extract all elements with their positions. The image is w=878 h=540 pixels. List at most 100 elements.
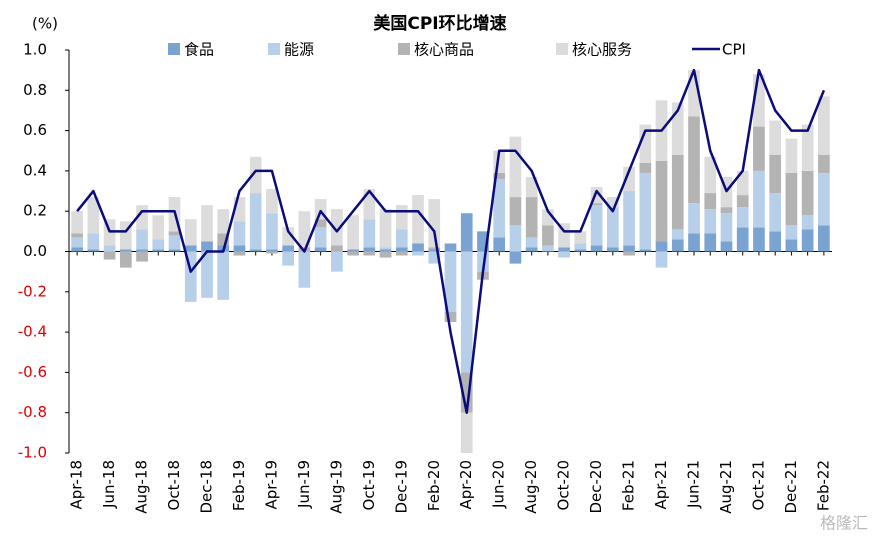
bar-segment [71,211,83,234]
y-tick-label: -0.4 [18,323,47,341]
bar-segment [444,251,457,312]
bar-segment [801,170,814,216]
bar-segment [412,243,424,252]
bar-segment [444,311,457,323]
bar-segment [379,247,392,250]
bar-segment [249,193,262,250]
bar-segment [769,120,782,155]
bar-segment [769,193,782,232]
bar-segment [460,213,473,252]
bar-segment [119,251,132,268]
x-tick-label: Aug-18 [133,460,151,514]
bar-segment [233,221,246,246]
bar-segment [525,237,538,248]
legend-swatch [556,43,568,55]
bar-segment [395,247,408,252]
bar-segment [655,241,668,252]
x-tick-label: Dec-20 [587,460,605,514]
y-tick-label: 0.2 [23,202,47,220]
bar-segment [606,247,619,252]
x-tick-label: Dec-19 [392,460,410,514]
bar-segment [184,245,197,252]
bar-segment [87,233,100,250]
bar-segment [152,249,165,252]
bar-segment [769,154,782,194]
bar-segment [688,116,700,204]
x-tick-label: Apr-21 [652,460,670,510]
x-tick-label: Feb-19 [230,460,248,511]
bar-segment [119,221,132,250]
bar-segment [412,195,424,244]
chart-title: 美国CPI环比增速 [373,13,506,34]
x-tick-label: Jun-18 [100,460,118,509]
bar-segment [71,233,83,238]
x-tick-label: Oct-20 [555,460,573,510]
bar-segment [428,199,441,248]
bar-segment [493,172,506,179]
bar-segment [136,205,148,230]
x-tick-label: Jun-19 [295,460,313,509]
bar-segment [623,166,635,192]
y-tick-label: -0.6 [18,363,47,381]
bar-segment [639,162,652,173]
y-axis-label: (%) [32,15,58,33]
bar-segment [314,247,327,252]
bar-segment [509,225,522,252]
bar-segment [298,211,311,248]
bar-segment [818,154,830,173]
bar-segment [314,227,327,248]
x-tick-label: Feb-21 [620,460,638,511]
watermark: 格隆汇 [820,514,868,533]
legend-label: 食品 [184,41,214,59]
bar-segment [785,172,798,226]
bar-segment [136,249,148,252]
legend-swatch [268,43,280,55]
bar-segment [71,247,83,252]
bar-segment [103,251,116,260]
bar-segment [152,215,165,240]
bar-segment [331,251,343,272]
bar-segment [444,243,457,252]
x-tick-label: Dec-21 [782,460,800,514]
bar-segment [347,249,359,252]
bar-segment [671,102,684,155]
bar-segment [217,251,230,300]
bar-segment [266,251,278,254]
bar-segment [623,251,635,256]
bar-segment [460,251,473,373]
bar-segment [184,251,197,302]
bar-segment [606,197,619,208]
bar-segment [509,136,522,198]
bar-segment [639,172,652,250]
bar-segment [525,176,538,198]
bar-segment [217,209,230,234]
y-tick-label: 0.4 [23,161,47,179]
bar-segment [671,229,684,240]
bar-segment [801,215,814,230]
bar-segment [314,199,327,220]
legend-label: CPI [722,41,746,59]
bar-segment [395,251,408,256]
x-tick-label: Oct-21 [749,460,767,510]
bar-segment [639,124,652,163]
bar-segment [136,251,148,262]
x-tick-label: Aug-19 [327,460,345,514]
bar-segment [477,251,489,272]
bar-segment [509,197,522,226]
bar-segment [347,251,359,256]
bar-segment [525,247,538,252]
x-tick-label: Apr-18 [68,460,86,510]
y-tick-label: 1.0 [23,41,47,59]
legend-swatch [168,43,180,55]
bar-segment [801,124,814,171]
bar-segment [249,249,262,252]
bar-segment [509,251,522,264]
bar-segment [785,138,798,173]
y-tick-label: -0.8 [18,403,47,421]
legend-label: 能源 [284,41,314,59]
bar-segment [753,170,765,228]
bar-segment [331,245,343,252]
bar-segment [639,249,652,252]
bar-segment [688,70,700,117]
